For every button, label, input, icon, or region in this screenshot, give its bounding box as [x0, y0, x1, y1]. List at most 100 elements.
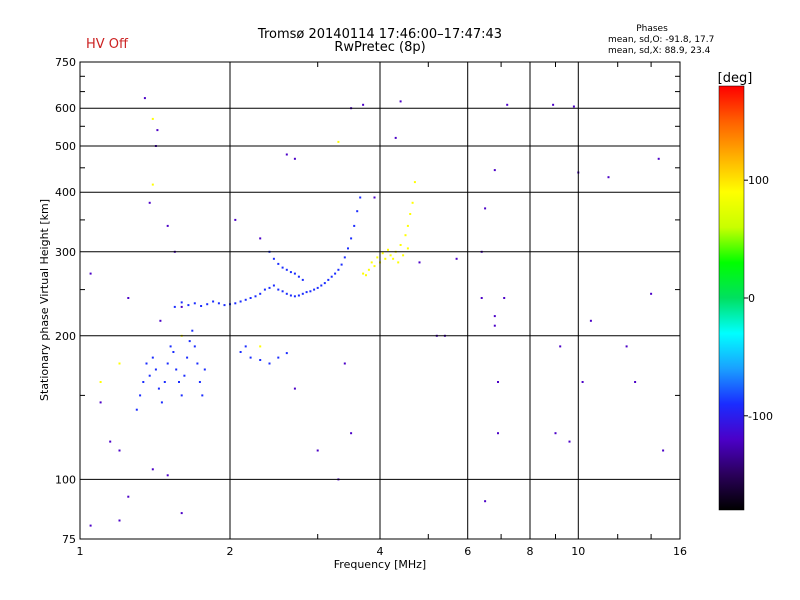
data-point	[384, 257, 387, 260]
data-point	[589, 319, 592, 322]
data-point	[293, 157, 296, 160]
data-point	[337, 140, 340, 143]
data-point	[418, 261, 421, 264]
data-point	[118, 449, 121, 452]
data-point	[330, 275, 333, 278]
data-point	[234, 302, 237, 305]
x-tick-label: 8	[527, 545, 534, 558]
data-point	[173, 305, 176, 308]
colorbar-tick-label: -100	[748, 410, 773, 423]
data-point	[166, 224, 169, 227]
data-point	[399, 244, 402, 246]
x-tick-label: 16	[673, 545, 687, 558]
data-point	[166, 362, 169, 365]
x-tick-label: 4	[377, 545, 384, 558]
data-point	[180, 305, 183, 308]
data-point	[139, 394, 142, 397]
colorbar-tick-label: 0	[748, 292, 755, 305]
data-point	[316, 286, 319, 289]
data-point	[493, 324, 496, 327]
data-point	[281, 266, 284, 269]
data-point	[135, 408, 138, 411]
data-point	[118, 519, 121, 522]
data-point	[191, 329, 194, 332]
data-point	[484, 207, 487, 210]
data-point	[397, 261, 400, 264]
data-point	[404, 234, 407, 237]
data-point	[406, 247, 409, 250]
data-point	[277, 356, 280, 359]
data-point	[156, 129, 159, 132]
data-point	[249, 356, 252, 359]
data-point	[159, 319, 162, 322]
data-point	[650, 292, 653, 295]
data-point	[503, 297, 506, 299]
data-point	[552, 103, 555, 106]
data-point	[285, 153, 288, 156]
data-point	[142, 381, 145, 383]
data-point	[625, 345, 628, 348]
data-point	[484, 500, 487, 503]
colorbar-ticks: 100 0 -100	[744, 174, 773, 423]
plot-points	[89, 97, 665, 527]
y-tick-label: 200	[55, 330, 76, 343]
data-point	[180, 301, 183, 304]
data-point	[455, 257, 458, 260]
y-axis-label: Stationary phase Virtual Height [km]	[38, 199, 51, 401]
data-point	[572, 105, 575, 108]
y-tick-label: 400	[55, 186, 76, 199]
data-point	[239, 351, 242, 353]
data-point	[293, 387, 296, 390]
chart-title: Tromsø 20140114 17:46:00–17:47:43	[257, 27, 503, 42]
data-point	[554, 432, 557, 435]
y-tick-label: 75	[62, 533, 76, 546]
data-point	[183, 374, 186, 377]
data-point	[301, 292, 304, 295]
data-point	[223, 304, 226, 307]
colorbar-tick-label: 100	[748, 174, 769, 187]
phases-x-stats: mean, sd,X: 88.9, 23.4	[608, 46, 711, 56]
data-point	[160, 401, 163, 404]
chart-subtitle: RwPretec (8p)	[334, 40, 426, 55]
data-point	[399, 100, 402, 103]
data-point	[389, 254, 392, 257]
data-point	[188, 340, 191, 343]
data-point	[259, 292, 262, 295]
data-point	[297, 294, 300, 297]
data-point	[200, 305, 203, 307]
data-point	[657, 157, 660, 160]
data-point	[259, 359, 262, 361]
y-tick-label: 300	[55, 246, 76, 259]
data-point	[277, 262, 280, 265]
data-point	[166, 474, 169, 477]
data-point	[392, 257, 395, 260]
data-point	[268, 362, 271, 365]
data-point	[411, 201, 414, 204]
data-point	[178, 381, 180, 383]
y-tick-label: 750	[55, 56, 76, 69]
data-point	[203, 368, 206, 371]
data-point	[607, 176, 610, 179]
data-point	[89, 524, 92, 527]
data-point	[387, 248, 389, 251]
data-point	[196, 362, 199, 365]
plot-grid	[80, 62, 680, 539]
x-tick-label: 2	[227, 545, 234, 558]
data-point	[268, 286, 271, 289]
data-point	[272, 284, 275, 287]
phases-o-stats: mean, sd,O: -91.8, 17.7	[608, 35, 715, 45]
colorbar-gradient	[718, 85, 745, 511]
data-point	[193, 302, 196, 305]
data-point	[201, 394, 204, 397]
data-point	[309, 290, 312, 293]
data-point	[480, 297, 483, 299]
data-point	[151, 468, 154, 471]
data-point	[359, 196, 362, 199]
data-point	[327, 278, 330, 281]
data-point	[343, 256, 346, 259]
data-point	[365, 274, 367, 277]
data-point	[198, 381, 201, 383]
data-point	[281, 290, 284, 293]
data-point	[180, 394, 183, 397]
